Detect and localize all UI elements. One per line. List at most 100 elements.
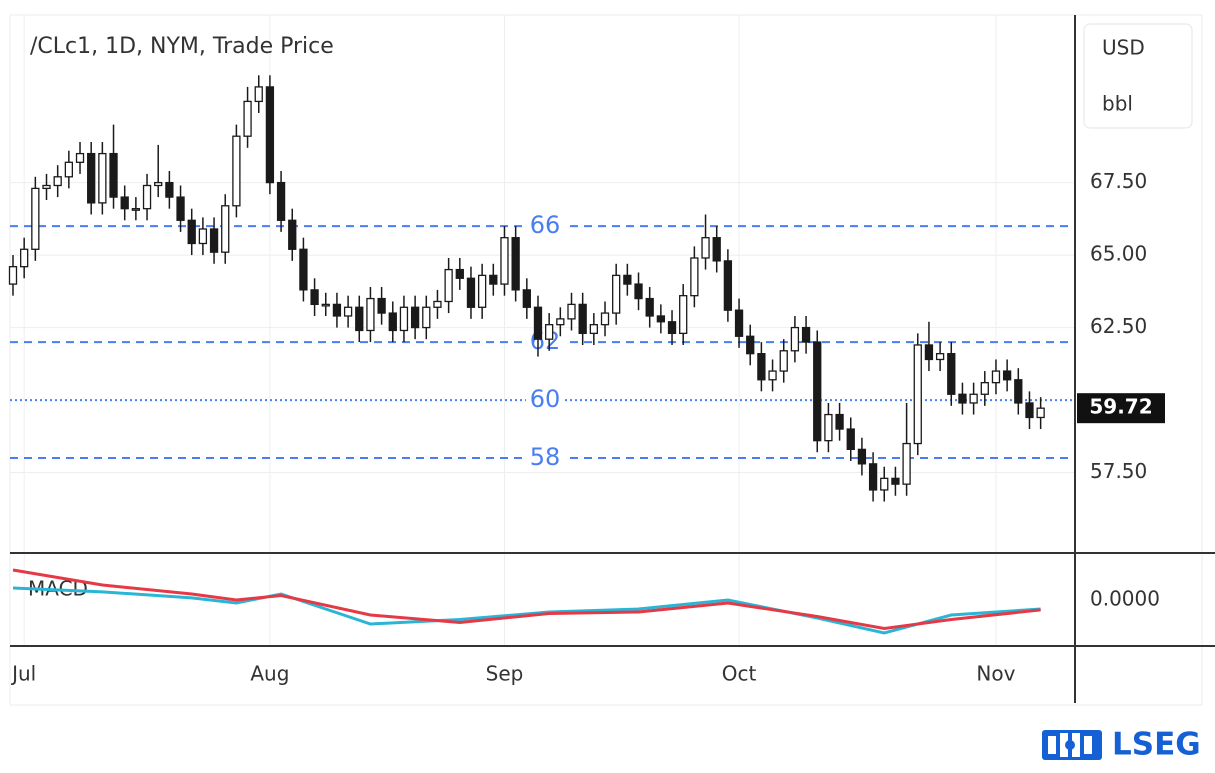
candle-body [444, 268, 453, 303]
unit: bbl [1102, 92, 1133, 116]
y2-tick-label: 0.0000 [1090, 587, 1160, 611]
last-price-box [1077, 393, 1165, 424]
candle-body [734, 309, 744, 337]
candle-body [53, 176, 62, 187]
candle-body [835, 413, 844, 430]
y-tick-label: 62.50 [1090, 314, 1147, 338]
candle-body [87, 152, 96, 204]
candle-body [790, 326, 800, 352]
candle-body [612, 274, 621, 314]
candle-body [891, 477, 900, 485]
candle-body [567, 303, 576, 320]
candle-body [813, 341, 822, 442]
candle-body [366, 297, 375, 332]
candle-body [64, 161, 73, 178]
candle-body [455, 268, 464, 279]
candle-body [991, 370, 1001, 384]
candle-body [120, 196, 129, 210]
candle-body [31, 187, 40, 250]
candle-body [20, 248, 29, 268]
level-label: 60 [530, 385, 561, 413]
candle-body [254, 86, 263, 103]
level-label-bg [526, 329, 564, 356]
candle-body [902, 442, 911, 485]
candle-body [1025, 402, 1034, 419]
candle-body [209, 228, 219, 253]
x-tick-label: Nov [976, 662, 1015, 686]
brand-logo: LSEG [1042, 727, 1201, 763]
candle-body [410, 306, 420, 329]
candle-body [500, 237, 509, 285]
candle-body [466, 277, 476, 308]
x-tick-label: Oct [722, 662, 757, 686]
candle-body [288, 219, 297, 250]
candles [8, 75, 1045, 502]
candle-body [422, 306, 431, 329]
macd-panel: MACD [12, 568, 1041, 635]
level-label-bg [526, 445, 564, 472]
candle-body [935, 353, 945, 361]
candle-body [623, 274, 632, 285]
candle-body [947, 353, 956, 395]
candle-body [343, 306, 353, 317]
candle-body [667, 321, 677, 335]
brand-name: LSEG [1112, 727, 1201, 763]
candle-body [545, 324, 554, 340]
currency: USD [1102, 36, 1145, 60]
candle-body [768, 370, 777, 381]
candle-body [857, 448, 867, 465]
candle-body [377, 297, 386, 314]
candle-body [556, 318, 565, 326]
candle-body [757, 353, 766, 381]
candle-body [746, 335, 755, 355]
candle-body [522, 289, 531, 308]
macd-line [12, 568, 1041, 631]
level-label: 66 [530, 211, 561, 239]
candle-body [645, 297, 654, 317]
candle-body [880, 477, 889, 491]
candle-body [634, 283, 643, 300]
axes: Jul Aug Sep Oct Nov 57.50 62.50 65.00 67.50 59.72… [10, 169, 1165, 686]
candle-body [801, 326, 811, 343]
candle-body [109, 152, 118, 198]
candle-body [187, 219, 196, 245]
y-tick-label: 67.50 [1090, 169, 1147, 193]
candle-body [42, 184, 51, 190]
candle-body [399, 306, 409, 332]
x-tick-label: Sep [486, 662, 524, 686]
candle-body [8, 266, 18, 285]
candle-body [511, 237, 520, 291]
candle-body [712, 237, 721, 262]
candle-body [600, 312, 610, 326]
level-label: 58 [530, 443, 561, 471]
candle-body [913, 344, 922, 445]
chart-title: /CLc1, 1D, NYM, Trade Price [30, 34, 334, 59]
candle-body [1036, 407, 1045, 419]
x-tick-label: Jul [10, 662, 36, 686]
candle-body [701, 237, 710, 259]
candle-body [299, 248, 308, 291]
unit-box [1083, 23, 1193, 129]
candle-body [958, 393, 967, 404]
candle-body [846, 428, 855, 451]
x-tick-label: Aug [250, 662, 289, 686]
candle-body [868, 463, 878, 491]
candle-body [321, 303, 330, 307]
candle-body [355, 306, 364, 332]
candle-body [265, 86, 275, 184]
candle-body [924, 344, 934, 361]
candle-body [310, 289, 319, 306]
candle-body [779, 350, 788, 372]
candle-body [276, 181, 286, 221]
candle-body [1014, 379, 1023, 404]
candle-body [243, 100, 252, 137]
candle-body [589, 324, 598, 335]
candle-body [332, 303, 342, 317]
candle-body [75, 152, 85, 163]
candle-body [131, 208, 141, 211]
candle-body [723, 260, 733, 311]
candle-body [824, 413, 833, 442]
candle-body [1002, 370, 1012, 381]
